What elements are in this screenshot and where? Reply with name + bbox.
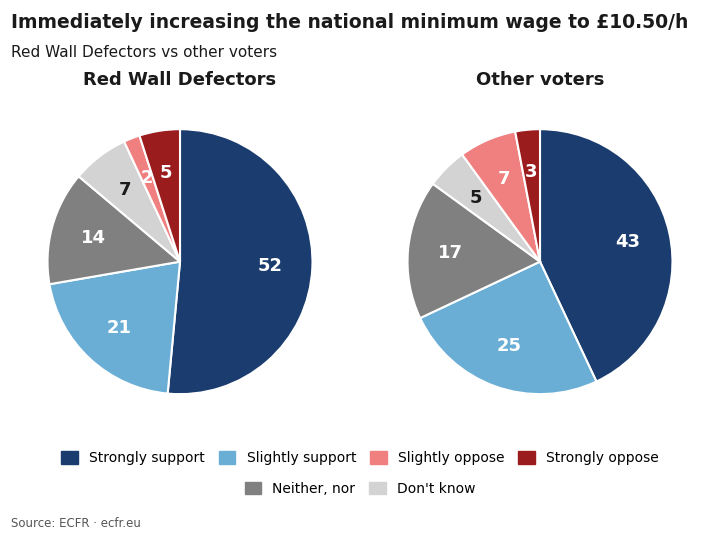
Text: 52: 52 xyxy=(258,257,282,275)
Text: 14: 14 xyxy=(81,229,106,247)
Wedge shape xyxy=(516,129,540,262)
Wedge shape xyxy=(78,142,180,262)
Wedge shape xyxy=(420,262,596,394)
Text: 17: 17 xyxy=(438,244,463,262)
Text: 25: 25 xyxy=(497,337,522,356)
Legend: Neither, nor, Don't know: Neither, nor, Don't know xyxy=(239,476,481,501)
Legend: Strongly support, Slightly support, Slightly oppose, Strongly oppose: Strongly support, Slightly support, Slig… xyxy=(56,446,664,471)
Wedge shape xyxy=(50,262,180,394)
Text: 2: 2 xyxy=(141,169,153,187)
Text: 5: 5 xyxy=(470,189,482,207)
Wedge shape xyxy=(48,176,180,284)
Text: Red Wall Defectors vs other voters: Red Wall Defectors vs other voters xyxy=(11,45,277,60)
Text: Immediately increasing the national minimum wage to £10.50/h: Immediately increasing the national mini… xyxy=(11,13,688,33)
Text: 21: 21 xyxy=(107,319,131,337)
Text: 43: 43 xyxy=(616,233,640,251)
Wedge shape xyxy=(124,136,180,262)
Wedge shape xyxy=(433,154,540,262)
Wedge shape xyxy=(168,129,312,394)
Wedge shape xyxy=(408,184,540,318)
Title: Other voters: Other voters xyxy=(476,71,604,89)
Text: 7: 7 xyxy=(119,181,132,199)
Text: 3: 3 xyxy=(526,163,538,181)
Text: Source: ECFR · ecfr.eu: Source: ECFR · ecfr.eu xyxy=(11,517,140,530)
Wedge shape xyxy=(462,131,540,262)
Text: 5: 5 xyxy=(160,163,172,182)
Text: 7: 7 xyxy=(498,170,510,188)
Wedge shape xyxy=(540,129,672,381)
Wedge shape xyxy=(140,129,180,262)
Title: Red Wall Defectors: Red Wall Defectors xyxy=(84,71,276,89)
